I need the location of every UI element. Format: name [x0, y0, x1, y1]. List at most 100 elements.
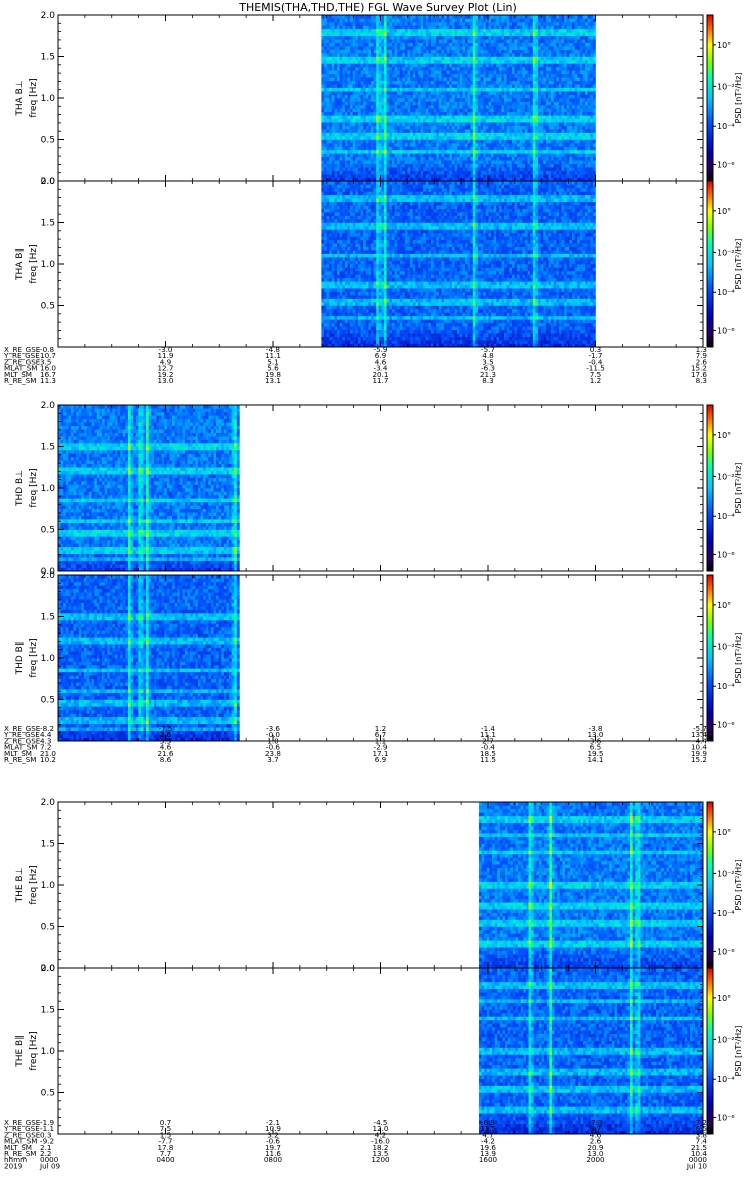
- y-tick-label: 0.5: [41, 1089, 55, 1099]
- y-tick-label: 1.5: [41, 840, 55, 850]
- y-tick-label: 0.5: [41, 526, 55, 536]
- colorbar-tick-label: 10⁻²: [717, 82, 735, 91]
- ephemeris-value: 8.3: [482, 376, 493, 385]
- panel-probe-label: THA B∥: [15, 248, 25, 281]
- freq-axis-label: freq [Hz]: [29, 1031, 39, 1070]
- ephemeris-row-label: R_RE_SM: [4, 755, 36, 764]
- colorbar: [707, 405, 713, 571]
- panel-probe-label: THD B∥: [15, 642, 25, 676]
- colorbar: [707, 15, 713, 181]
- colorbar-tick-label: 10⁻⁴: [717, 288, 735, 297]
- spectrogram-image: [58, 405, 240, 571]
- y-tick-label: 2.0: [41, 798, 56, 808]
- figure-title: THEMIS(THA,THD,THE) FGL Wave Survey Plot…: [238, 1, 517, 14]
- y-tick-label: 0.5: [41, 923, 55, 933]
- y-tick-label: 1.0: [41, 1047, 56, 1057]
- ephemeris-value: 3.7: [267, 755, 278, 764]
- colorbar-tick-label: 10⁻²: [717, 472, 735, 481]
- colorbar-label: PSD [nT²/Hz]: [734, 1026, 743, 1077]
- y-tick-label: 2.0: [41, 964, 56, 974]
- colorbar-tick-label: 10⁻²: [717, 248, 735, 257]
- panel-probe-label: THA B⊥: [15, 80, 25, 116]
- y-tick-label: 2.0: [41, 177, 56, 187]
- y-tick-label: 0.5: [41, 302, 55, 312]
- colorbar-tick-label: 10⁻²: [717, 869, 735, 878]
- colorbar-tick-label: 10⁻⁶: [717, 160, 735, 169]
- colorbar-tick-label: 10⁻²: [717, 642, 735, 651]
- time-tick-label: 2000: [586, 1155, 605, 1164]
- colorbar-tick-label: 10⁻⁶: [717, 1113, 735, 1122]
- ephemeris-value: 11.3: [40, 376, 56, 385]
- colorbar: [707, 802, 713, 968]
- freq-axis-label: freq [Hz]: [29, 78, 39, 117]
- ephemeris-table: X_RE_GSE -0.8 -3.0 -4.8 -5.9 -5.7 0.3 1.3Y_RE_G…: [3, 345, 707, 385]
- colorbar: [707, 575, 713, 741]
- time-tick-label: 0800: [264, 1155, 283, 1164]
- colorbar-label: PSD [nT²/Hz]: [734, 463, 743, 514]
- date-label: Jul 10: [686, 1161, 708, 1170]
- colorbar-tick-label: 10⁻⁴: [717, 682, 735, 691]
- ephemeris-value: 11.5: [480, 755, 496, 764]
- ephemeris-value: 13.0: [157, 376, 173, 385]
- colorbar-tick-label: 10°: [717, 994, 731, 1003]
- y-tick-label: 2.0: [41, 571, 56, 581]
- colorbar-tick-label: 10°: [717, 207, 731, 216]
- spectrogram-image: [58, 575, 240, 741]
- panel-probe-label: THE B∥: [15, 1035, 25, 1068]
- time-tick-label: 0400: [156, 1155, 175, 1164]
- colorbar-tick-label: 10⁻²: [717, 1035, 735, 1044]
- y-tick-label: 1.5: [41, 613, 55, 623]
- ephemeris-value: 1.2: [590, 376, 601, 385]
- colorbar-tick-label: 10°: [717, 601, 731, 610]
- spectrogram-image: [479, 802, 703, 968]
- ephemeris-value: 10.2: [40, 755, 56, 764]
- ephemeris-value: 11.7: [372, 376, 388, 385]
- colorbar-label: PSD [nT²/Hz]: [734, 860, 743, 911]
- colorbar-label: PSD [nT²/Hz]: [734, 633, 743, 684]
- y-tick-label: 1.0: [41, 881, 56, 891]
- colorbar-tick-label: 10°: [717, 828, 731, 837]
- freq-axis-label: freq [Hz]: [29, 468, 39, 507]
- y-tick-label: 1.5: [41, 1006, 55, 1016]
- colorbar-tick-label: 10°: [717, 41, 731, 50]
- colorbar-tick-label: 10⁻⁶: [717, 947, 735, 956]
- colorbar-tick-label: 10⁻⁴: [717, 909, 735, 918]
- panel-probe-label: THD B⊥: [15, 470, 25, 507]
- ephemeris-value: 15.2: [691, 755, 707, 764]
- spectrogram-image: [321, 181, 595, 347]
- colorbar-tick-label: 10⁻⁴: [717, 512, 735, 521]
- freq-axis-label: freq [Hz]: [29, 638, 39, 677]
- freq-axis-label: freq [Hz]: [29, 865, 39, 904]
- y-tick-label: 1.0: [41, 94, 56, 104]
- freq-axis-label: freq [Hz]: [29, 244, 39, 283]
- colorbar-label: PSD [nT²/Hz]: [734, 73, 743, 124]
- time-tick-label: 1200: [371, 1155, 390, 1164]
- colorbar: [707, 968, 713, 1134]
- ephemeris-value: 14.1: [587, 755, 603, 764]
- ephemeris-table: X_RE_GSE -1.9 0.7 -2.1 -4.5 -6.3 -7.3 -7.2Y_RE_…: [3, 1118, 707, 1170]
- panel-probe-label: THE B⊥: [15, 867, 25, 903]
- ephemeris-row-label: R_RE_SM: [4, 376, 36, 385]
- ephemeris-value: 6.9: [375, 755, 387, 764]
- y-tick-label: 0.5: [41, 136, 55, 146]
- time-tick-label: 1600: [479, 1155, 498, 1164]
- y-tick-label: 1.0: [41, 484, 56, 494]
- y-tick-label: 2.0: [41, 401, 56, 411]
- colorbar-tick-label: 10⁻⁶: [717, 720, 735, 729]
- y-tick-label: 1.0: [41, 654, 56, 664]
- colorbar-tick-label: 10°: [717, 431, 731, 440]
- y-tick-label: 2.0: [41, 11, 56, 21]
- year-label: 2019: [4, 1161, 23, 1170]
- colorbar-tick-label: 10⁻⁶: [717, 326, 735, 335]
- ephemeris-value: 8.6: [160, 755, 172, 764]
- y-tick-label: 1.5: [41, 443, 55, 453]
- colorbar: [707, 181, 713, 347]
